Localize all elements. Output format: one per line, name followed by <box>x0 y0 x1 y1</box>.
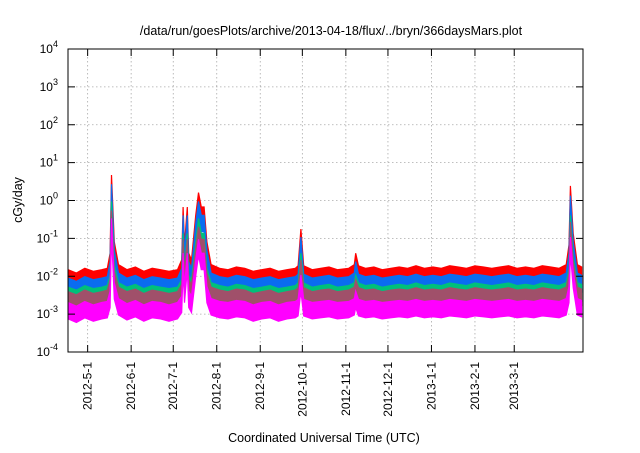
x-tick-label: 2013-1-1 <box>424 362 438 410</box>
x-tick-label: 2013-2-1 <box>468 362 482 410</box>
x-tick-label: 2012-10-1 <box>295 362 309 417</box>
x-tick-labels: 2012-5-1 2012-6-1 2012-7-1 2012-8-1 2012-9-1… <box>81 362 522 417</box>
data-series <box>68 174 583 324</box>
y-tick-label: 102 <box>40 115 58 132</box>
y-tick-label: 10-2 <box>37 266 58 283</box>
x-tick-label: 2013-3-1 <box>507 362 521 410</box>
y-tick-label: 100 <box>40 191 58 208</box>
x-tick-label: 2012-5-1 <box>81 362 95 410</box>
chart-title: /data/run/goesPlots/archive/2013-04-18/f… <box>140 24 523 38</box>
series-red-area <box>68 174 583 291</box>
y-tick-label: 104 <box>40 39 58 56</box>
y-tick-labels: 104 103 102 101 100 10-1 10-2 10-3 10-4 <box>37 39 58 359</box>
x-tick-label: 2012-11-1 <box>339 362 353 416</box>
y-tick-label: 101 <box>40 153 58 170</box>
x-tick-label: 2012-12-1 <box>381 362 395 417</box>
y-tick-label: 10-4 <box>37 342 58 359</box>
x-tick-label: 2012-7-1 <box>166 362 180 410</box>
x-tick-label: 2012-9-1 <box>253 362 267 410</box>
axis-ticks <box>68 48 583 353</box>
y-tick-label: 10-1 <box>37 228 58 245</box>
series-brown-area <box>68 210 583 312</box>
series-magenta-area <box>68 218 583 324</box>
y-tick-label: 10-3 <box>37 304 58 321</box>
y-tick-label: 103 <box>40 77 58 94</box>
y-axis-label: cGy/day <box>11 176 25 223</box>
x-tick-label: 2012-8-1 <box>210 362 224 410</box>
series-blue-area <box>68 184 583 299</box>
x-axis-label: Coordinated Universal Time (UTC) <box>228 431 420 445</box>
x-tick-label: 2012-6-1 <box>124 362 138 410</box>
